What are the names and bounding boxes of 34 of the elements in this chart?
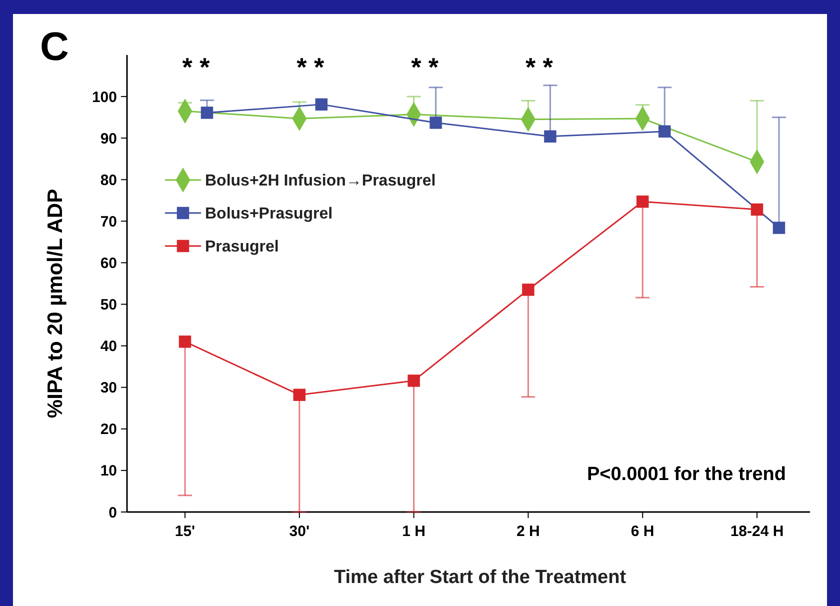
point (522, 284, 534, 296)
y-tick-label: 70 (100, 213, 117, 230)
y-axis-title: %IPA to 20 µmol/L ADP (44, 188, 67, 418)
annotation: * * (411, 52, 440, 82)
x-tick-label: 30' (289, 523, 310, 540)
y-tick-label: 50 (100, 296, 117, 314)
y-tick-label: 30 (100, 380, 117, 397)
y-tick-label: 10 (100, 462, 117, 480)
legend-label: Bolus+Prasugrel (205, 206, 333, 223)
x-tick-label: 1 H (402, 523, 426, 540)
y-tick-label: 80 (100, 172, 117, 189)
y-tick-label: 0 (108, 504, 117, 522)
legend-label: Bolus+2H Infusion→Prasugrel (205, 172, 436, 190)
y-tick-label: 20 (100, 421, 117, 438)
x-tick-label: 2 H (516, 523, 540, 540)
y-tick-label: 40 (100, 338, 117, 356)
x-axis-title: Time after Start of the Treatment (334, 567, 627, 588)
point (408, 374, 420, 387)
x-tick-label: 18-24 H (730, 523, 784, 540)
legend-label: Prasugrel (205, 238, 279, 256)
y-tick-label: 60 (100, 254, 117, 272)
point (293, 388, 306, 401)
x-tick-label: 6 H (630, 523, 654, 540)
point (178, 336, 192, 348)
x-tick-label: 15' (174, 523, 196, 540)
point (750, 203, 764, 216)
y-tick-label: 100 (92, 88, 117, 106)
annotation: P<0.0001 for the trend (586, 464, 786, 485)
chart-title: C (40, 25, 69, 69)
point (636, 196, 649, 208)
annotation: * * (296, 52, 326, 82)
y-tick-label: 90 (100, 130, 117, 148)
annotation: * * (525, 52, 554, 82)
annotation: * * (182, 52, 211, 82)
